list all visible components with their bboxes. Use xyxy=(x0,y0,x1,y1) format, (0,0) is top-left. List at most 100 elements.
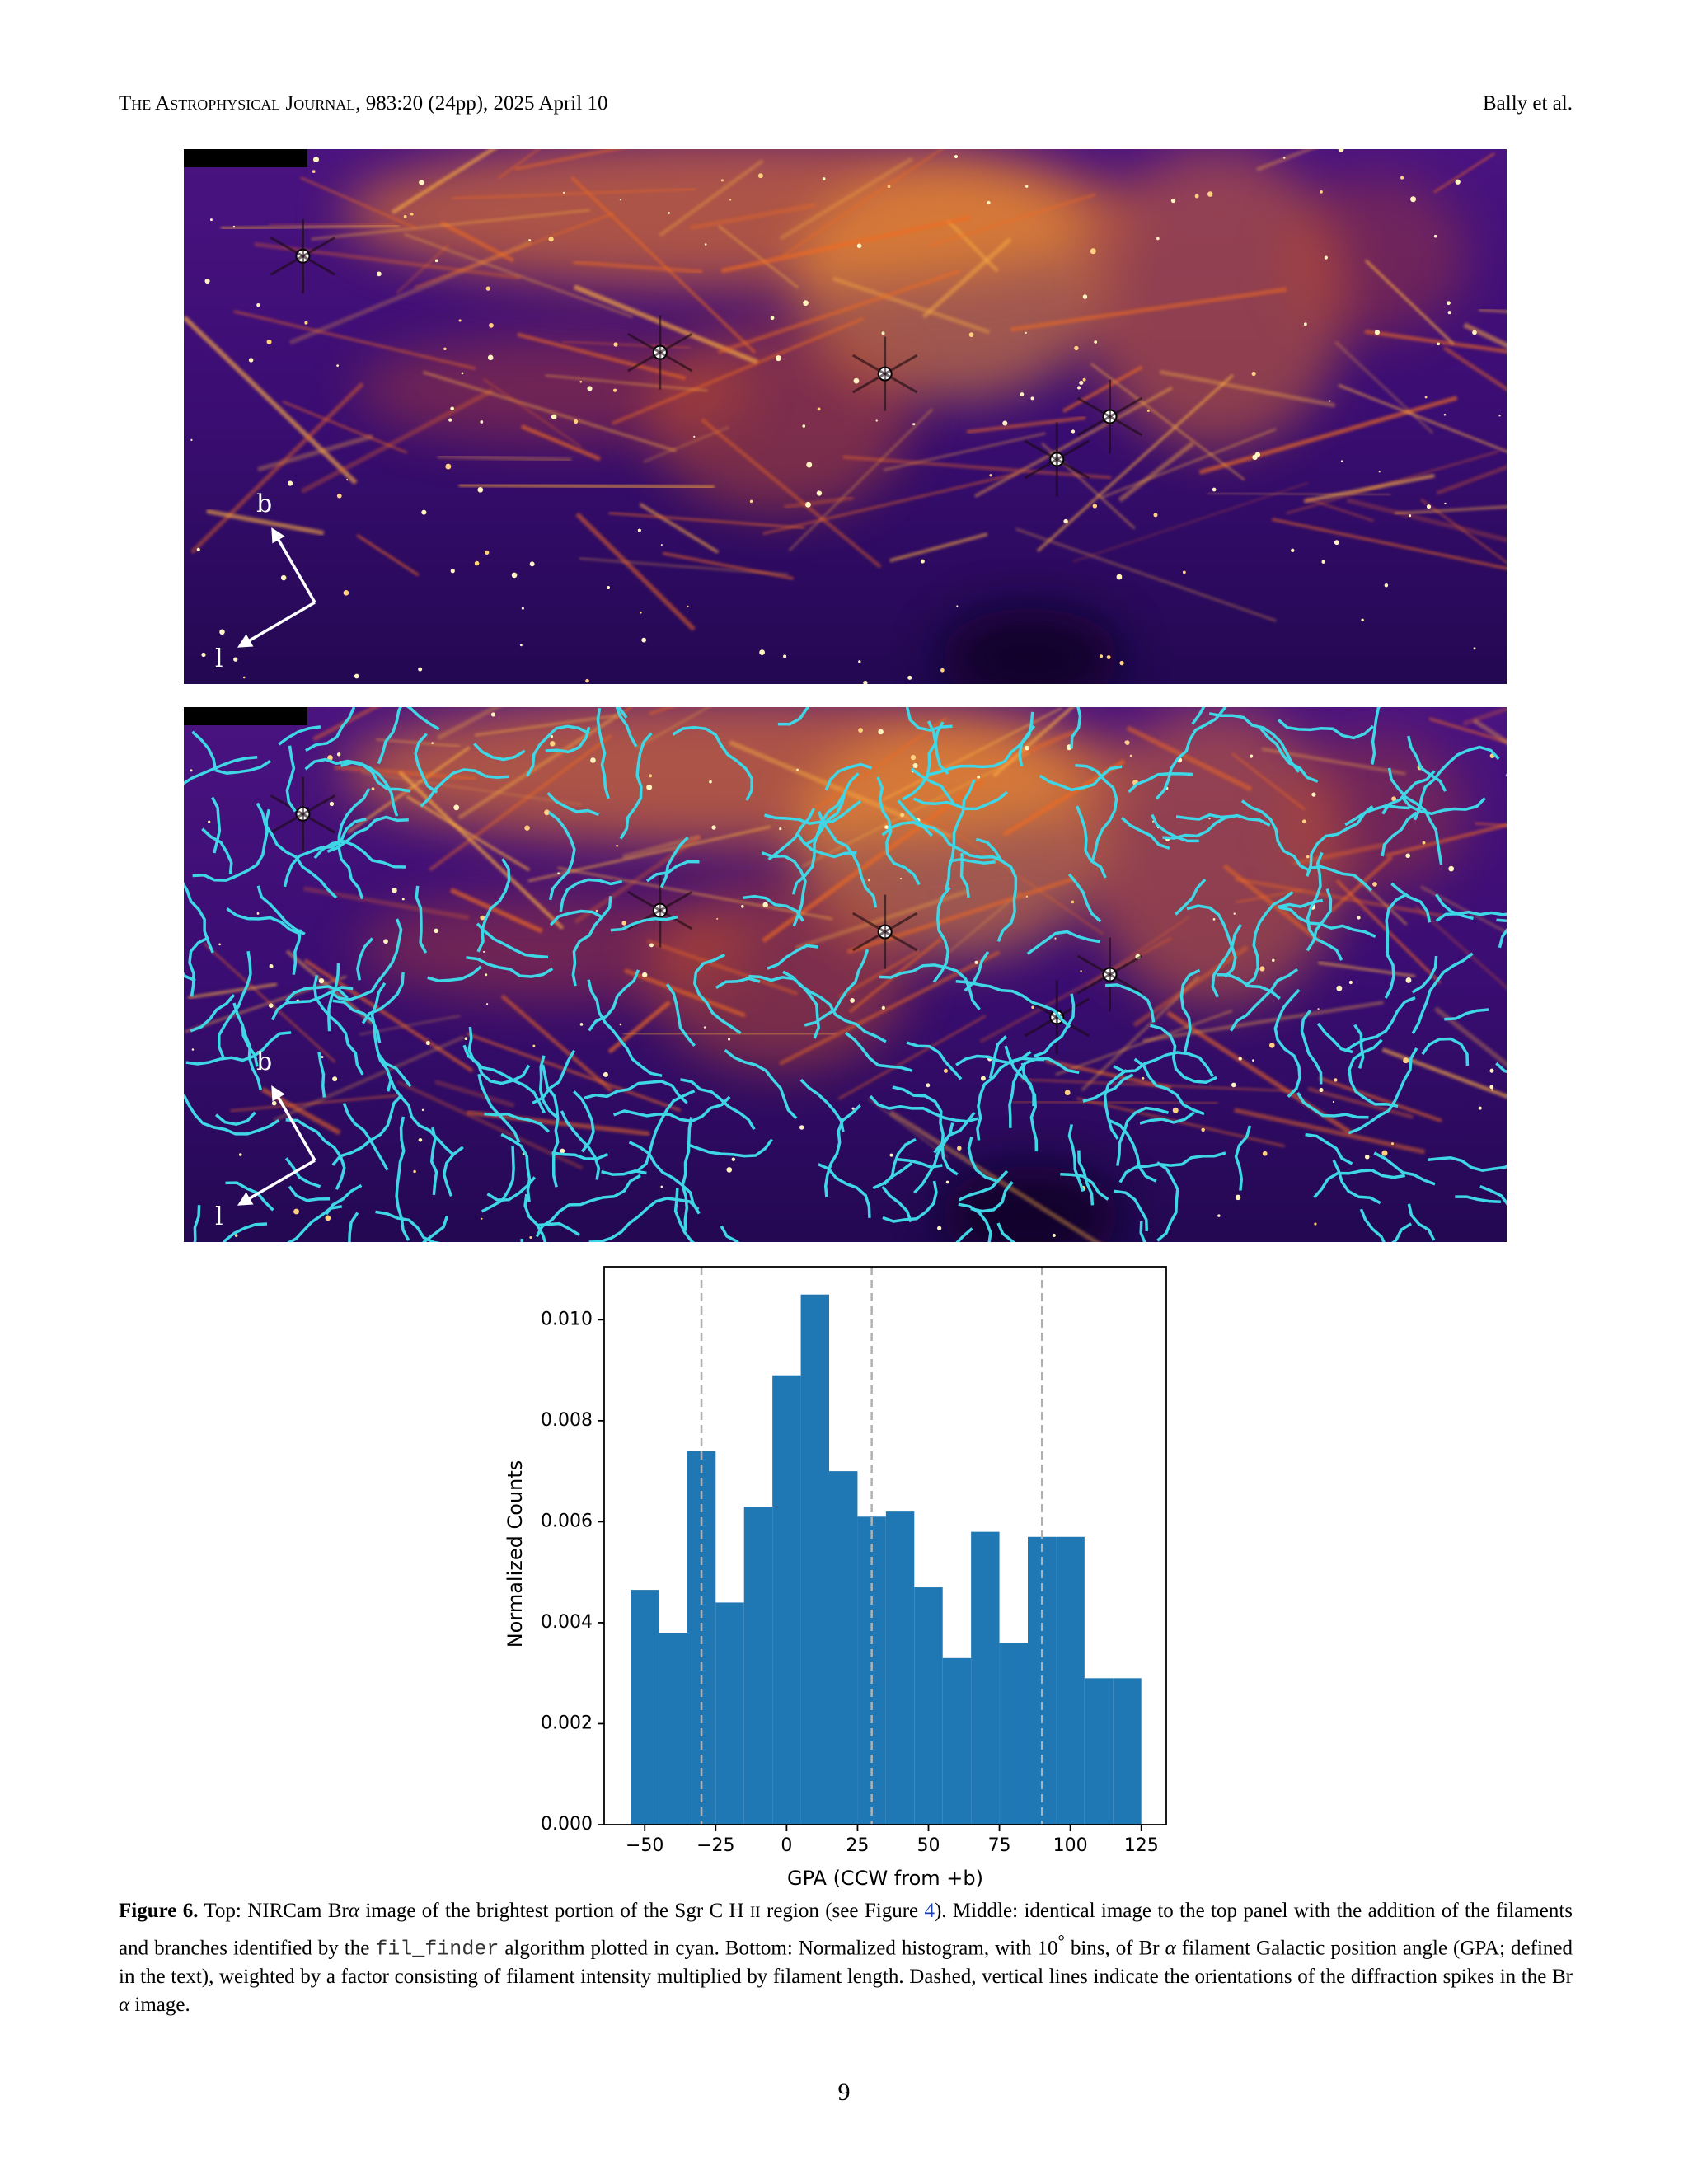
caption-text: region (see Figure xyxy=(760,1900,925,1922)
y-tick-label: 0.002 xyxy=(541,1713,593,1733)
filament-streak xyxy=(1479,308,1507,313)
star xyxy=(1498,415,1501,417)
star xyxy=(910,754,917,761)
filament-trace xyxy=(1278,906,1376,938)
filament-trace xyxy=(201,827,233,874)
filament-streak xyxy=(717,225,799,288)
image-panel: bl xyxy=(184,707,1507,1242)
filament-trace xyxy=(223,1222,268,1242)
star xyxy=(293,1208,299,1215)
star xyxy=(1071,429,1076,434)
filament-trace xyxy=(1444,1008,1489,1021)
star xyxy=(621,921,626,926)
star xyxy=(485,973,488,977)
filament-streak xyxy=(573,260,703,274)
filament-streak xyxy=(1318,961,1416,978)
filament-trace xyxy=(897,799,1004,863)
filament-streak xyxy=(883,432,1046,471)
filament-streak xyxy=(1231,752,1306,811)
star xyxy=(1094,340,1098,344)
filament-streak xyxy=(784,495,854,509)
filament-streak xyxy=(921,237,1012,319)
dark-cloud xyxy=(940,607,1122,684)
star xyxy=(762,902,768,908)
star xyxy=(485,286,490,291)
star xyxy=(458,319,462,322)
star xyxy=(912,423,916,426)
filament-streak xyxy=(842,455,1112,480)
filament-trace xyxy=(665,983,696,1047)
filament-streak xyxy=(187,982,278,1000)
filament-trace xyxy=(1105,983,1156,1023)
filament-streak xyxy=(334,764,476,782)
filament-streak xyxy=(517,332,687,381)
star xyxy=(204,278,210,284)
star xyxy=(1090,248,1096,255)
caption-symbol: ° xyxy=(1057,1931,1065,1951)
filament-trace xyxy=(823,1104,861,1198)
filament-trace xyxy=(466,956,554,978)
star xyxy=(799,1125,804,1130)
filament-trace xyxy=(1211,923,1242,998)
filament-trace xyxy=(342,1102,389,1171)
star xyxy=(1025,331,1027,334)
filament-trace xyxy=(1240,799,1311,873)
star xyxy=(485,1003,489,1005)
star xyxy=(1025,895,1029,898)
filament-trace xyxy=(1162,813,1271,840)
filament-trace xyxy=(406,707,440,731)
star xyxy=(907,675,912,680)
filament-trace xyxy=(619,732,653,840)
filament-trace xyxy=(429,1127,438,1196)
diffraction-spike xyxy=(1076,415,1111,437)
star xyxy=(524,825,530,831)
star xyxy=(1317,1008,1320,1010)
star xyxy=(740,905,744,908)
filament-streak xyxy=(720,215,972,274)
star xyxy=(603,1071,608,1077)
filament-streak xyxy=(1433,152,1495,194)
filament-trace xyxy=(824,762,873,791)
filament-trace xyxy=(1082,1073,1134,1103)
filament-trace xyxy=(799,1078,845,1132)
filament-streak xyxy=(1385,823,1507,858)
figure-caption: Figure 6. Top: NIRCam Brα image of the b… xyxy=(119,1897,1573,2019)
filament-trace xyxy=(955,980,1071,1029)
filament-streak xyxy=(779,157,913,241)
star xyxy=(421,509,427,515)
star xyxy=(1478,1106,1482,1110)
orientation-arrow xyxy=(271,1085,316,1161)
diffraction-spike xyxy=(627,332,661,354)
filament-trace xyxy=(882,1180,938,1223)
filament-trace xyxy=(1381,770,1436,815)
star xyxy=(649,774,653,778)
figure-link[interactable]: 4 xyxy=(924,1900,935,1922)
star xyxy=(805,501,811,508)
filament-trace xyxy=(1070,707,1082,749)
star xyxy=(1080,970,1082,972)
filament-trace xyxy=(467,1026,546,1114)
emission-glow xyxy=(792,165,1110,401)
filament-trace xyxy=(626,1090,696,1175)
citation: , 983:20 (24pp), 2025 April 10 xyxy=(355,92,608,115)
star xyxy=(232,225,236,228)
filament-trace xyxy=(587,979,663,1077)
filament-trace xyxy=(743,894,804,922)
diffraction-spike xyxy=(1109,415,1143,437)
filament-trace xyxy=(388,1076,455,1156)
star xyxy=(238,1153,242,1156)
star xyxy=(1329,400,1331,402)
filament-trace xyxy=(988,1035,1007,1079)
filament-trace xyxy=(1391,1222,1413,1242)
filament-streak xyxy=(1255,149,1315,172)
star xyxy=(1119,660,1124,666)
filament-streak xyxy=(701,418,882,569)
star xyxy=(1455,179,1461,185)
star xyxy=(757,173,763,179)
filament-trace xyxy=(976,1050,1032,1141)
star xyxy=(1283,157,1286,159)
filament-streak xyxy=(646,939,799,996)
filament-trace xyxy=(538,1055,560,1120)
star xyxy=(1025,185,1029,188)
emission-glow xyxy=(646,878,912,1071)
